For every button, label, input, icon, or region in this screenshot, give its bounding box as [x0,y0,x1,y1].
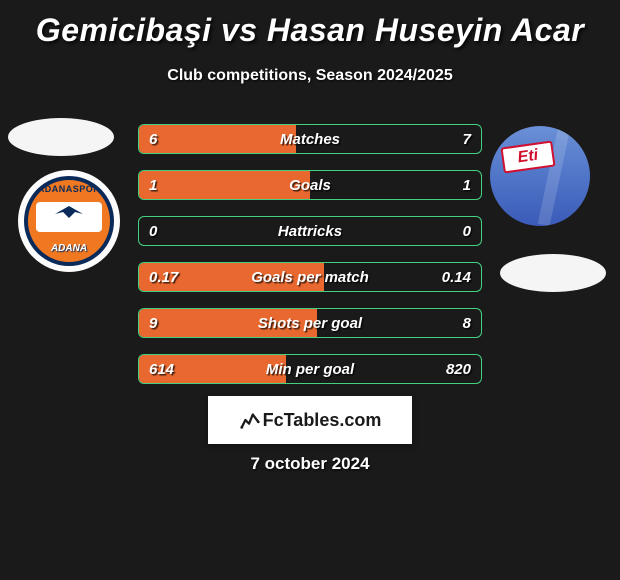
stat-right-value: 7 [463,131,471,148]
brand-text: FcTables.com [263,410,382,431]
eagle-icon [49,204,89,220]
comparison-subtitle: Club competitions, Season 2024/2025 [0,67,620,85]
date-text: 7 october 2024 [0,454,620,474]
club-badge-left: ADANASPOR ADANA [18,170,120,272]
stat-right-value: 820 [446,361,471,378]
club-badge-right-placeholder [500,254,606,292]
stats-table: 6Matches7 1Goals1 0Hattricks0 0.17Goals per… [138,124,482,400]
stat-right-value: 0 [463,223,471,240]
stat-right-value: 8 [463,315,471,332]
stat-label: Shots per goal [139,315,481,332]
badge-top-text: ADANASPOR [28,184,110,194]
adanaspor-badge: ADANASPOR ADANA [24,176,114,266]
sponsor-text: Eti [517,147,540,168]
stat-row: 9Shots per goal8 [138,308,482,338]
stat-label: Goals [139,177,481,194]
stat-row: 0Hattricks0 [138,216,482,246]
stat-label: Matches [139,131,481,148]
brand-banner[interactable]: FcTables.com [208,396,412,444]
player-right-avatar: Eti [490,126,590,226]
stat-row: 6Matches7 [138,124,482,154]
stat-row: 1Goals1 [138,170,482,200]
sponsor-label: Eti [500,141,555,174]
stat-row: 0.17Goals per match0.14 [138,262,482,292]
chart-icon [239,409,261,431]
comparison-title: Gemicibaşi vs Hasan Huseyin Acar [0,0,620,49]
stat-label: Min per goal [139,361,481,378]
stat-right-value: 0.14 [442,269,471,286]
player-left-placeholder [8,118,114,156]
stat-label: Hattricks [139,223,481,240]
stat-right-value: 1 [463,177,471,194]
stat-label: Goals per match [139,269,481,286]
badge-bottom-text: ADANA [28,243,110,254]
stat-row: 614Min per goal820 [138,354,482,384]
